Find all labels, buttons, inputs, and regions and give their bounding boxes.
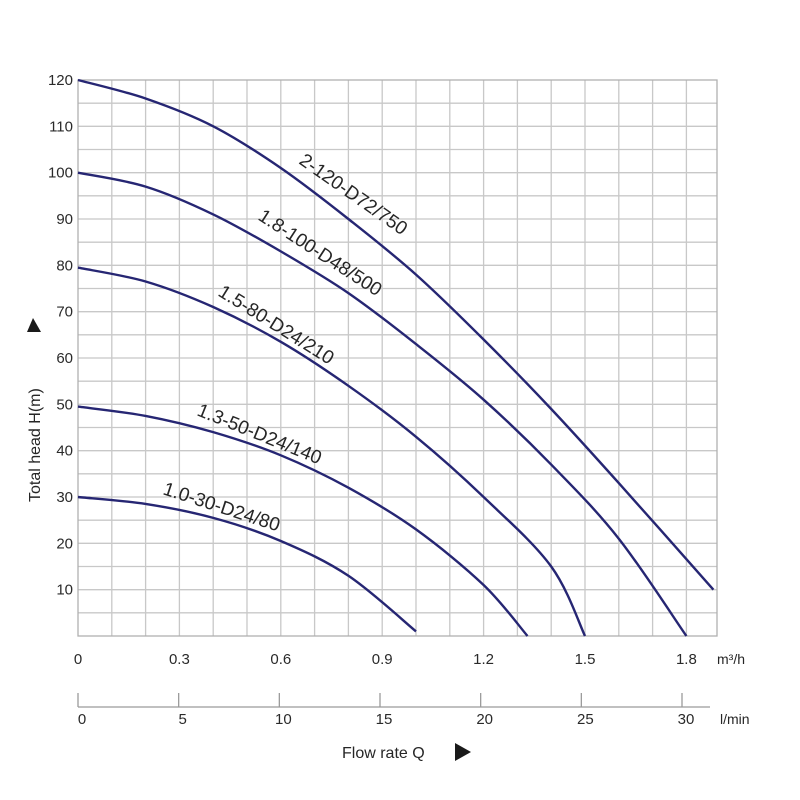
x-tick-label: 0.3 xyxy=(169,651,190,668)
y-tick-labels: 10 20 30 40 50 60 70 80 90 100 110 120 xyxy=(48,72,73,599)
y-tick-label: 100 xyxy=(48,165,73,182)
y-tick-label: 70 xyxy=(56,304,73,321)
x2-unit-label: l/min xyxy=(720,711,750,727)
y-tick-label: 20 xyxy=(56,535,73,552)
y-tick-label: 10 xyxy=(56,582,73,599)
x-tick-labels: 0 0.3 0.6 0.9 1.2 1.5 1.8 xyxy=(74,651,697,668)
y-tick-label: 110 xyxy=(49,118,73,135)
x2-tick-label: 0 xyxy=(78,711,86,728)
y-tick-label: 30 xyxy=(56,489,73,506)
secondary-x-axis: 0 5 10 15 20 25 30 xyxy=(77,693,710,728)
curve-label: 1.5-80-D24/210 xyxy=(214,281,337,369)
curve-1-8-100-d48-500 xyxy=(77,171,688,637)
curve-2-120-d72-750 xyxy=(77,78,715,591)
x-tick-label: 0.6 xyxy=(270,651,291,668)
x2-tick-label: 20 xyxy=(476,711,493,728)
x2-tick-label: 5 xyxy=(178,711,186,728)
y-arrow-icon xyxy=(27,318,41,332)
curves xyxy=(77,78,715,637)
curve-1-0-30-d24-80 xyxy=(77,495,417,633)
x2-tick-label: 30 xyxy=(678,711,695,728)
y-tick-label: 90 xyxy=(56,211,73,228)
y-axis-title: Total head H(m) xyxy=(27,388,44,502)
x-tick-label: 1.5 xyxy=(575,651,596,668)
curve-label: 1.8-100-D48/500 xyxy=(254,206,385,301)
x-tick-label: 1.2 xyxy=(473,651,494,668)
y-tick-label: 40 xyxy=(56,443,73,460)
y-tick-label: 80 xyxy=(56,257,73,274)
x2-tick-label: 10 xyxy=(275,711,292,728)
y-tick-label: 60 xyxy=(56,350,73,367)
y-tick-label: 50 xyxy=(56,396,73,413)
x2-tick-label: 25 xyxy=(577,711,594,728)
x-arrow-icon xyxy=(455,743,471,761)
curve-label: 2-120-D72/750 xyxy=(295,150,411,240)
y-tick-label: 120 xyxy=(48,72,73,89)
x2-tick-label: 15 xyxy=(376,711,393,728)
curve-1-3-50-d24-140 xyxy=(77,405,529,637)
curve-1-5-80-d24-210 xyxy=(77,266,587,637)
x-unit-label: m³/h xyxy=(717,651,745,667)
x-unit-text: m³/h xyxy=(717,651,745,667)
x-tick-label: 1.8 xyxy=(676,651,697,668)
x-axis-title: Flow rate Q xyxy=(342,745,425,762)
x-tick-label: 0.9 xyxy=(372,651,393,668)
plot-frame xyxy=(77,79,718,637)
x-tick-label: 0 xyxy=(74,651,82,668)
chart-grid xyxy=(78,80,717,636)
